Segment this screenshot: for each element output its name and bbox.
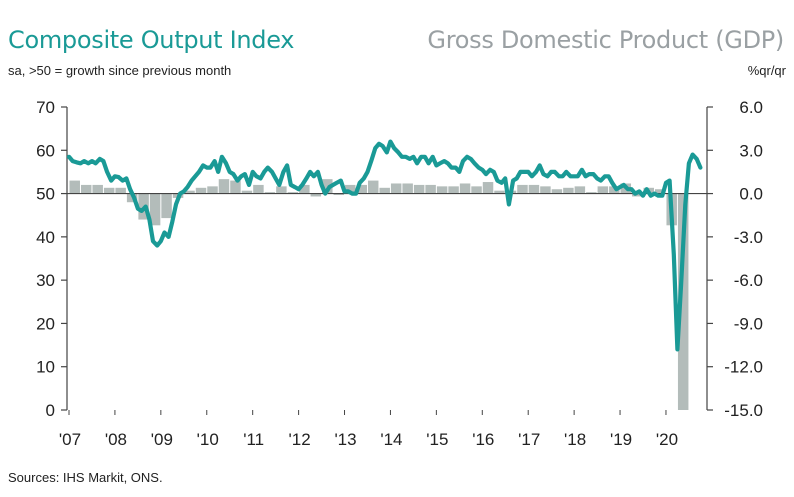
left-tick-label: 60 <box>36 141 55 160</box>
gdp-bar <box>609 186 620 194</box>
x-tick-label: '11 <box>243 430 264 449</box>
gdp-bar <box>413 184 425 194</box>
gdp-bar <box>264 192 276 194</box>
gdp-bar <box>149 193 161 226</box>
right-tick-label: -12.0 <box>724 358 763 377</box>
x-tick-label: '16 <box>472 430 494 449</box>
gdp-bar <box>632 193 643 197</box>
x-tick-label: '08 <box>105 430 127 449</box>
gdp-bar <box>161 193 172 219</box>
x-tick-label: '07 <box>59 430 81 449</box>
x-tick-label: '14 <box>380 430 402 449</box>
left-tick-label: 70 <box>36 98 55 117</box>
gdp-bar <box>80 184 92 194</box>
x-tick-label: '09 <box>151 430 173 449</box>
right-chart-title: Gross Domestic Product (GDP) <box>427 26 784 54</box>
right-tick-label: -9.0 <box>734 314 763 333</box>
x-tick-label: '19 <box>610 430 632 449</box>
gdp-bar <box>103 187 115 194</box>
gdp-bar <box>184 190 195 194</box>
source-note: Sources: IHS Markit, ONS. <box>8 470 163 485</box>
gdp-bar <box>597 186 609 194</box>
gdp-bar <box>253 184 264 194</box>
gdp-bar <box>230 180 241 194</box>
right-tick-label: 6.0 <box>739 98 763 117</box>
chart-axes <box>61 106 713 415</box>
gdp-bar <box>425 184 436 194</box>
x-tick-label: '18 <box>564 430 586 449</box>
gdp-bar <box>299 184 310 194</box>
gdp-bar <box>551 189 563 194</box>
gdp-bar <box>459 183 471 194</box>
left-tick-label: 20 <box>36 314 55 333</box>
gdp-bar <box>69 180 80 194</box>
gdp-bar <box>207 186 218 194</box>
gdp-bar <box>218 179 230 194</box>
gdp-bar <box>356 184 367 194</box>
left-tick-label: 0 <box>46 401 55 420</box>
gdp-bar <box>333 193 345 196</box>
gdp-bar <box>379 187 390 194</box>
gdp-bar <box>540 186 551 194</box>
composite-index-line-layer <box>66 139 703 352</box>
gdp-bar <box>586 192 597 194</box>
gdp-bar <box>494 190 505 194</box>
tick-labels: 70 60 50 40 30 20 10 0 6.0 3.0 0.0 -3.0 -6.0 -9.0 -12.… <box>36 98 763 449</box>
gdp-bar <box>471 186 482 194</box>
right-tick-label: -3.0 <box>734 228 763 247</box>
gdp-bar <box>482 182 494 194</box>
right-tick-label: -6.0 <box>734 271 763 290</box>
gdp-bar <box>677 193 689 410</box>
x-tick-label: '17 <box>518 430 540 449</box>
gdp-bar <box>241 190 253 194</box>
x-tick-label: '15 <box>426 430 448 449</box>
gdp-bar <box>322 179 333 194</box>
left-tick-label: 10 <box>36 358 55 377</box>
gdp-bar <box>517 184 528 194</box>
right-tick-label: -15.0 <box>724 401 763 420</box>
gdp-bar <box>287 192 299 194</box>
gdp-bar <box>276 186 287 194</box>
gdp-bar <box>528 184 540 194</box>
x-tick-label: '20 <box>656 430 678 449</box>
left-tick-label: 50 <box>36 185 55 204</box>
left-axis-subtitle: sa, >50 = growth since previous month <box>8 63 232 78</box>
gdp-bars <box>69 179 689 410</box>
gdp-bar <box>563 187 574 194</box>
gdp-bar <box>402 183 413 194</box>
x-tick-label: '13 <box>334 430 356 449</box>
gdp-bar <box>448 186 459 194</box>
gdp-bar <box>345 184 356 194</box>
gdp-bar <box>390 183 402 194</box>
gdp-bar <box>92 184 103 194</box>
right-axis-subtitle: %qr/qr <box>747 63 786 78</box>
gdp-bar <box>654 189 666 194</box>
right-tick-label: 0.0 <box>739 185 763 204</box>
gdp-bar <box>574 186 586 194</box>
x-tick-label: '12 <box>289 430 311 449</box>
left-chart-title: Composite Output Index <box>8 26 295 54</box>
left-tick-label: 40 <box>36 228 55 247</box>
gdp-bar <box>367 180 379 194</box>
gdp-bar <box>195 187 207 194</box>
left-tick-label: 30 <box>36 271 55 290</box>
gdp-bar <box>436 186 448 194</box>
gdp-bar <box>115 187 126 194</box>
composite-index-line <box>66 139 703 352</box>
gdp-bar <box>310 193 322 197</box>
right-tick-label: 3.0 <box>739 141 763 160</box>
x-tick-label: '10 <box>197 430 219 449</box>
